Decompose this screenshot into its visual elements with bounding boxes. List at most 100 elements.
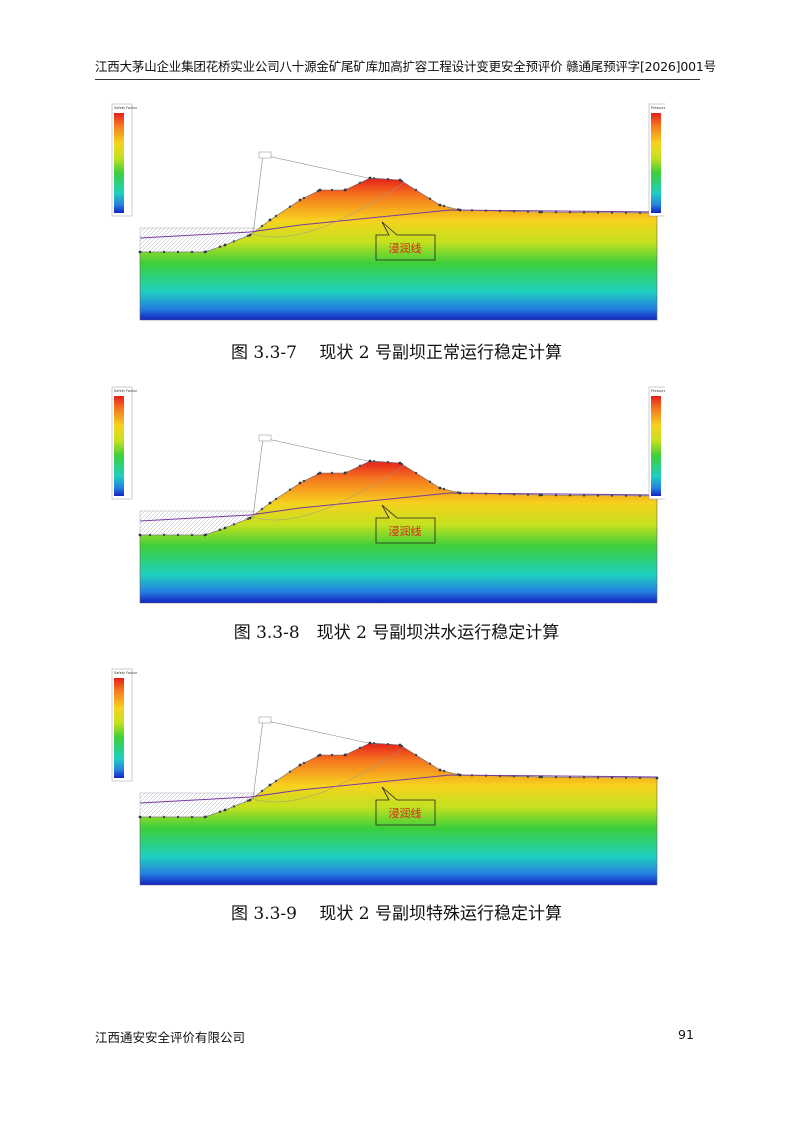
surface-node — [638, 211, 642, 215]
surface-node — [526, 493, 530, 496]
surface-node — [176, 815, 180, 819]
surface-node — [568, 776, 572, 779]
surface-node — [540, 210, 544, 214]
surface-node — [162, 815, 166, 819]
legend-title: Safety Factor — [114, 671, 138, 675]
surface-node — [526, 775, 530, 778]
phreatic-line — [139, 774, 658, 804]
surface-node — [456, 773, 460, 776]
callout-box — [375, 786, 436, 826]
surface-node — [248, 798, 252, 802]
surface-node — [470, 774, 474, 777]
surface-node — [610, 494, 614, 497]
surface-node — [248, 516, 252, 520]
surface-node — [538, 775, 542, 779]
surface-node — [568, 494, 572, 497]
slip-arc — [252, 464, 406, 521]
page-header: 江西大茅山企业集团花桥实业公司八十源金矿尾矿库加高扩容工程设计变更安全预评价 赣… — [95, 56, 716, 80]
surface-node — [386, 461, 390, 464]
surface-node — [176, 533, 180, 537]
surface-node — [540, 775, 544, 779]
surface-node — [223, 526, 227, 530]
legend-bar — [114, 678, 124, 778]
surface-node — [372, 460, 376, 463]
surface-node — [148, 815, 152, 819]
surface-node — [400, 180, 404, 183]
surface-node — [162, 533, 166, 537]
figure-caption: 图 3.3-8 现状 2 号副坝洪水运行稳定计算 — [233, 623, 560, 643]
surface-node — [218, 810, 222, 813]
surface-node — [414, 753, 418, 757]
surface-node — [372, 742, 376, 745]
surface-node — [414, 471, 418, 475]
surface-node — [498, 492, 502, 496]
surface-node — [456, 208, 460, 211]
surface-node — [368, 176, 372, 180]
surface-node — [610, 211, 614, 214]
legend-title: Pressure Head — [651, 106, 665, 110]
surface-node — [218, 528, 222, 531]
surface-node — [538, 493, 542, 497]
surface-node — [190, 250, 194, 254]
surface-node — [260, 789, 264, 793]
surface-node — [316, 472, 320, 476]
slip-arc — [252, 181, 406, 238]
surface-node — [624, 494, 628, 497]
surface-node — [498, 774, 502, 778]
surface-node — [398, 178, 402, 182]
page-number: 91 — [678, 1027, 694, 1042]
legend-bar — [114, 113, 124, 213]
surface-node — [414, 188, 418, 192]
surface-node — [302, 761, 306, 765]
callout-label: 浸润线 — [389, 524, 422, 538]
surface-node — [554, 493, 558, 497]
figure: 浸润线 Safety Factor Pressure Head — [111, 386, 665, 604]
surface-node — [442, 487, 446, 491]
surface-node — [484, 774, 488, 777]
surface-node — [344, 188, 348, 191]
phreatic-line — [139, 209, 658, 239]
surface-node — [223, 808, 227, 812]
surface-node — [190, 533, 194, 537]
surface-node — [596, 211, 600, 214]
surface-node — [438, 768, 442, 772]
surface-node — [582, 211, 586, 214]
surface-node — [330, 753, 334, 757]
surface-node — [274, 214, 278, 218]
surface-node — [318, 753, 322, 757]
surface-node — [456, 491, 460, 494]
surface-node — [260, 507, 264, 511]
surface-node — [398, 461, 402, 465]
surface-node — [288, 205, 292, 208]
surface-node — [484, 209, 488, 212]
surface-node — [162, 250, 166, 254]
surface-node — [568, 211, 572, 214]
legend-bar — [114, 396, 124, 496]
surface-node — [458, 208, 462, 212]
surface-node — [274, 497, 278, 501]
surface-node — [330, 471, 334, 475]
surface-node — [232, 240, 236, 243]
surface-node — [138, 250, 142, 254]
surface-node — [498, 209, 502, 213]
center-label-box — [258, 151, 272, 159]
surface-node — [344, 471, 348, 474]
surface-node — [302, 196, 306, 200]
callout-box — [375, 504, 436, 544]
callout-label: 浸润线 — [389, 241, 422, 255]
surface-node — [344, 753, 348, 756]
surface-node — [148, 533, 152, 537]
surface-node — [368, 459, 372, 463]
surface-node — [442, 204, 446, 208]
surface-node — [204, 533, 208, 536]
surface-node — [526, 210, 530, 213]
surface-node — [458, 491, 462, 495]
surface-node — [512, 493, 516, 496]
surface-node — [330, 188, 334, 192]
surface-node — [540, 493, 544, 497]
surface-node — [398, 743, 402, 747]
surface-node — [218, 245, 222, 248]
surface-node — [470, 209, 474, 212]
surface-node — [638, 494, 642, 498]
surface-node — [358, 746, 362, 749]
